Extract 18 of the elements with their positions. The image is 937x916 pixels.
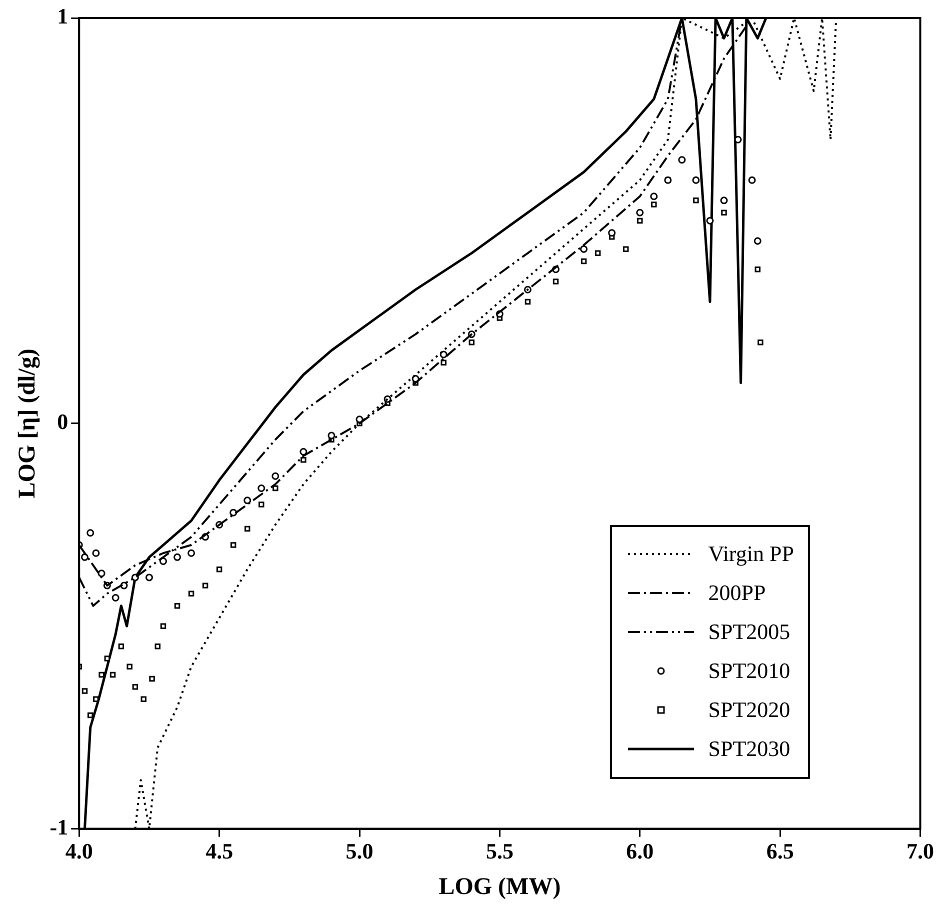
- legend-label: 200PP: [708, 580, 766, 606]
- x-axis-title: LOG (MW): [438, 874, 561, 900]
- legend-label: SPT2030: [708, 736, 790, 762]
- legend-label: Virgin PP: [708, 541, 794, 568]
- x-tick-label: 5.0: [346, 838, 374, 864]
- y-tick-label: 0: [57, 409, 68, 434]
- x-tick-label: 6.5: [766, 838, 794, 864]
- legend-label: SPT2020: [708, 697, 790, 724]
- legend-label: SPT2005: [708, 619, 790, 646]
- y-tick-label: -1: [50, 814, 68, 840]
- x-tick-label: 4.5: [206, 838, 234, 864]
- x-tick-label: 6.0: [626, 838, 654, 864]
- x-tick-label: 4.0: [65, 838, 93, 864]
- y-tick-label: 1: [57, 4, 68, 29]
- x-tick-label: 5.5: [486, 838, 514, 864]
- legend-label: SPT2010: [708, 658, 790, 684]
- x-tick-label: 7.0: [906, 838, 934, 864]
- y-axis-title: LOG [η] (dl/g): [14, 348, 41, 498]
